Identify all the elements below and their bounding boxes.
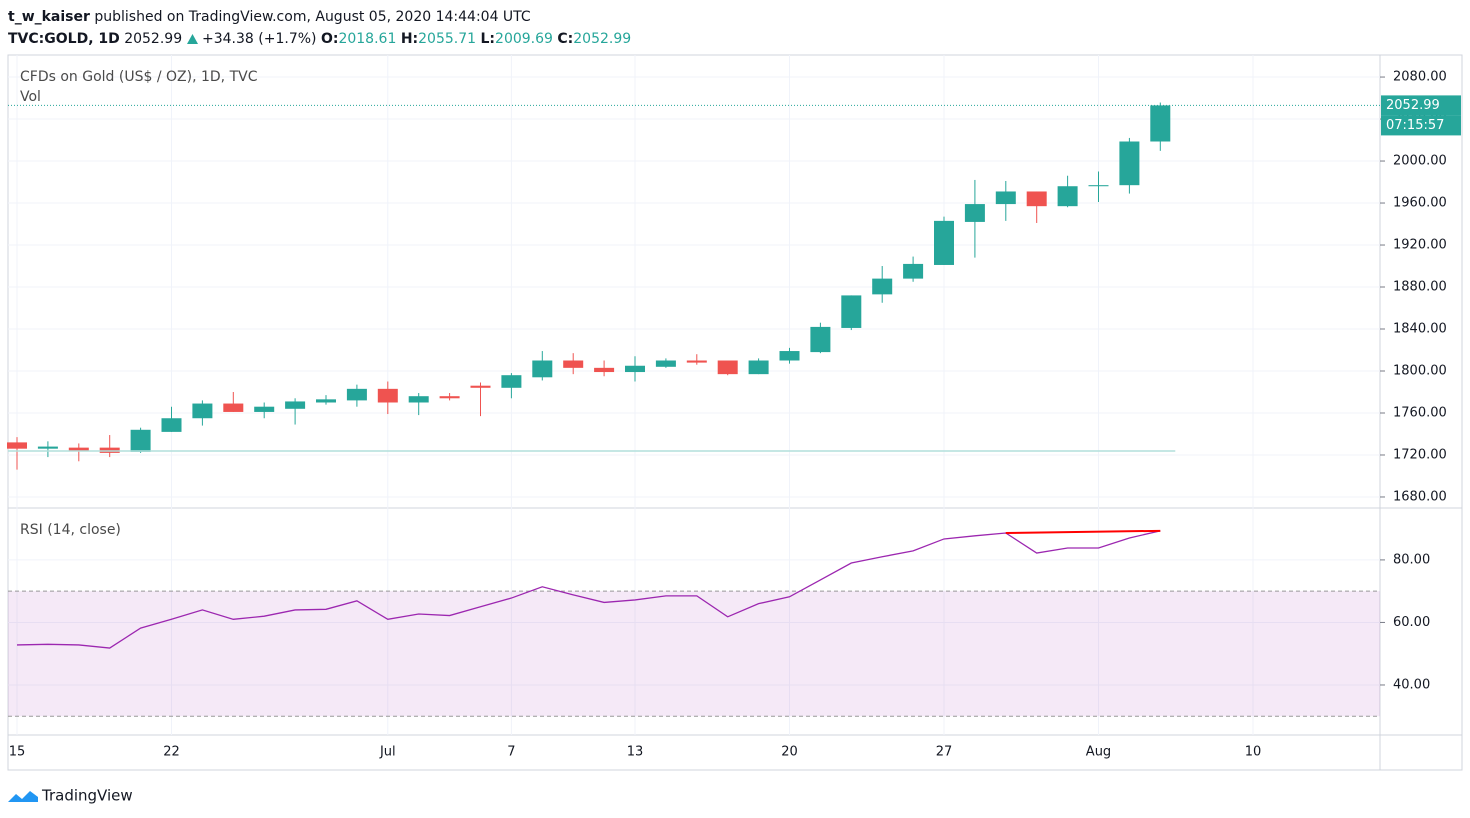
candle-body <box>408 396 429 403</box>
candle-body <box>7 442 27 449</box>
candle-body <box>594 367 615 373</box>
candle-body <box>192 403 213 419</box>
candle-body <box>934 220 954 265</box>
pane-title: CFDs on Gold (US$ / OZ), 1D, TVC <box>20 69 258 85</box>
x-tick-label: 7 <box>507 745 515 760</box>
grid <box>8 55 1380 735</box>
y-tick-label: 1760.00 <box>1393 405 1447 420</box>
x-tick-label: 22 <box>163 745 180 760</box>
y-tick-label: 1960.00 <box>1393 196 1447 211</box>
y-tick-label: 1920.00 <box>1393 238 1447 253</box>
last-price-box <box>1381 95 1461 116</box>
candle-body <box>470 385 491 388</box>
x-tick-label: 13 <box>627 745 644 760</box>
candle-body <box>841 295 862 328</box>
candle-body <box>285 401 306 409</box>
footer-brand: TradingView <box>41 787 133 805</box>
y-tick-label: 60.00 <box>1393 615 1430 630</box>
y-tick-label: 1800.00 <box>1393 363 1447 378</box>
candle-body <box>717 360 738 375</box>
author: t_w_kaiser <box>8 9 90 25</box>
candle-body <box>995 191 1016 205</box>
candle-body <box>316 399 336 403</box>
publish-line: t_w_kaiser published on TradingView.com,… <box>8 6 631 28</box>
candle-body <box>1088 185 1109 187</box>
rsi-band <box>8 591 1380 717</box>
pane-title: RSI (14, close) <box>20 522 121 538</box>
published: published on TradingView.com, August 05,… <box>94 9 531 25</box>
h-label: H: <box>400 31 419 47</box>
y-tick-label: 80.00 <box>1393 552 1430 567</box>
candle-body <box>68 447 89 451</box>
countdown: 07:15:57 <box>1386 118 1444 133</box>
logo-icon <box>6 791 38 802</box>
candle-body <box>439 396 460 399</box>
candle-body <box>810 326 831 353</box>
candle-body <box>872 278 893 295</box>
candle-body <box>655 360 676 367</box>
divergence-line <box>1005 529 1161 535</box>
l-value: 2009.69 <box>495 31 553 47</box>
c-value: 2052.99 <box>573 31 632 47</box>
last-price-label: 2052.99 <box>1386 98 1440 113</box>
candle-body <box>346 388 367 401</box>
last: 2052.99 <box>124 31 183 47</box>
candle-body <box>563 360 584 368</box>
candle-body <box>625 365 645 373</box>
candle-body <box>377 388 398 403</box>
candle-body <box>1150 105 1171 142</box>
candle-body <box>748 360 769 375</box>
x-tick-label: 15 <box>9 745 26 760</box>
h-value: 2055.71 <box>418 31 477 47</box>
y-tick-label: 1720.00 <box>1393 447 1447 462</box>
candle-body <box>964 204 985 222</box>
candle-body <box>130 429 151 452</box>
x-tick-label: 20 <box>781 745 798 760</box>
y-tick-label: 1680.00 <box>1393 489 1447 504</box>
up-arrow <box>186 34 198 44</box>
candle-body <box>254 406 275 412</box>
y-tick-label: 40.00 <box>1393 677 1430 692</box>
header: t_w_kaiser published on TradingView.com,… <box>8 6 631 50</box>
y-tick-label: 2080.00 <box>1393 70 1447 85</box>
l-label: L: <box>480 31 496 47</box>
o-label: O: <box>320 31 339 47</box>
y-tick-label: 2000.00 <box>1393 154 1447 169</box>
x-tick-label: Jul <box>379 745 396 760</box>
candle-body <box>779 351 800 361</box>
x-tick-label: 27 <box>936 745 953 760</box>
y-tick-label: 1880.00 <box>1393 280 1447 295</box>
countdown-box <box>1381 115 1461 136</box>
volume-title: Vol <box>20 89 41 105</box>
c-label: C: <box>557 31 574 47</box>
change: +34.38 (+1.7%) <box>202 31 317 47</box>
y-tick-label: 1840.00 <box>1393 322 1447 337</box>
candle-body <box>1057 186 1078 207</box>
candle-body <box>223 403 244 412</box>
symbol: TVC:GOLD, 1D <box>8 31 120 47</box>
x-tick-label: Aug <box>1086 745 1111 760</box>
candle-body <box>37 446 58 449</box>
x-tick-label: 10 <box>1245 745 1262 760</box>
candle-body <box>532 360 553 378</box>
candle-body <box>161 418 182 432</box>
footer-logo: TradingView <box>6 787 133 805</box>
o-value: 2018.61 <box>338 31 397 47</box>
candle-body <box>686 360 707 363</box>
candle-body <box>903 263 924 279</box>
rsi-line <box>16 530 1161 649</box>
candle-body <box>1026 191 1047 207</box>
candle-body <box>1119 141 1140 186</box>
quote-line: TVC:GOLD, 1D 2052.99 +34.38 (+1.7%) O:20… <box>8 28 631 50</box>
candle-body <box>501 375 522 388</box>
